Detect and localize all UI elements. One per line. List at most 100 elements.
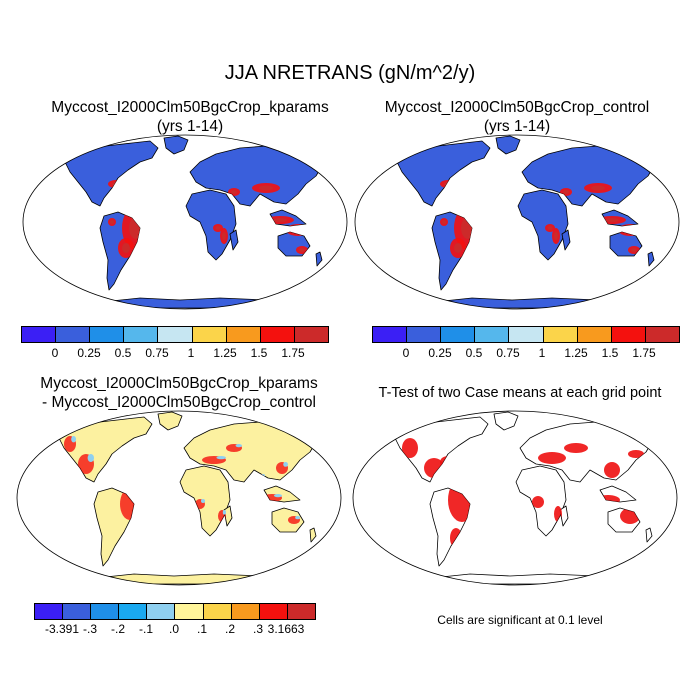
value-patch-core <box>554 232 558 240</box>
panel-title-kparams: Myccost_I2000Clm50BgcCrop_kparams (yrs 1… <box>25 98 355 136</box>
colorbar-tick-label: 1.75 <box>281 346 305 360</box>
colorbar-swatch <box>192 327 227 342</box>
map-control <box>354 134 680 310</box>
value-patch-core <box>215 226 221 230</box>
colorbar-swatch <box>287 604 315 619</box>
globe-outline <box>352 410 678 586</box>
value-patch <box>628 450 644 458</box>
colorbar-swatch <box>147 604 176 619</box>
value-patch-negative <box>274 494 282 498</box>
panel-title-control: Myccost_I2000Clm50BgcCrop_control (yrs 1… <box>352 98 682 136</box>
value-patch-core <box>259 185 273 191</box>
value-patch-core <box>110 220 114 224</box>
continent <box>645 527 653 543</box>
colorbar-swatch <box>56 327 91 342</box>
colorbar-tick-label: 1.25 <box>564 346 588 360</box>
continent <box>559 505 569 527</box>
colorbar-tick-label: .2 <box>224 622 236 636</box>
colorbar-swatch <box>35 604 64 619</box>
value-patch <box>538 452 566 464</box>
value-patch-core <box>605 218 619 222</box>
colorbar-tick-label: .3 <box>252 622 264 636</box>
colorbar-swatch <box>611 327 646 342</box>
colorbar-swatch <box>407 327 442 342</box>
colorbar-abs-left <box>21 326 329 343</box>
value-patch <box>604 462 620 478</box>
colorbar-swatch <box>294 327 328 342</box>
colorbar-tick-label: 0 <box>51 346 59 360</box>
colorbar-swatch <box>259 604 288 619</box>
continent <box>395 140 491 207</box>
colorbar-swatch <box>124 327 159 342</box>
globe-outline <box>22 134 348 310</box>
colorbar-tick-label: -.1 <box>138 622 154 636</box>
value-patch-negative <box>216 456 226 460</box>
colorbar-swatch <box>645 327 679 342</box>
panel-title-line1: Myccost_I2000Clm50BgcCrop_kparams <box>51 99 329 116</box>
colorbar-swatch <box>158 327 193 342</box>
colorbar-tick-label: 0.5 <box>465 346 483 360</box>
map-difference <box>16 410 342 586</box>
colorbar-tick-label: 0.75 <box>145 346 169 360</box>
continent <box>223 505 233 527</box>
colorbar-swatch <box>119 604 148 619</box>
value-patch-negative <box>295 516 300 520</box>
value-patch-core <box>563 190 569 194</box>
colorbar-tick-label: 0.5 <box>114 346 132 360</box>
colorbar-tick-label: 1.5 <box>601 346 619 360</box>
colorbar-tick-label: -.3 <box>82 622 98 636</box>
colorbar-swatch <box>91 604 120 619</box>
colorbar-tick-label: .1 <box>196 622 208 636</box>
colorbar-swatch <box>577 327 612 342</box>
colorbar-tick-label: 0.25 <box>77 346 101 360</box>
colorbar-swatch <box>373 327 408 342</box>
continent <box>521 145 655 207</box>
colorbar-tick-label: 1.25 <box>213 346 237 360</box>
panel-title-line1: Myccost_I2000Clm50BgcCrop_kparams <box>40 375 318 392</box>
value-patch-negative <box>87 454 95 462</box>
panel-title-line2: - Myccost_I2000Clm50BgcCrop_control <box>42 394 316 411</box>
figure-title: JJA NRETRANS (gN/m^2/y) <box>224 62 476 84</box>
map-ttest <box>352 410 678 586</box>
colorbar-swatch <box>543 327 578 342</box>
continent <box>393 416 489 483</box>
value-patch-core <box>222 232 226 240</box>
colorbar-tick-label: 1.5 <box>250 346 268 360</box>
value-patch-core <box>299 248 305 252</box>
colorbar-swatch <box>203 604 232 619</box>
colorbar-swatch <box>260 327 295 342</box>
panel-title-line1: Myccost_I2000Clm50BgcCrop_control <box>384 99 650 116</box>
colorbar-swatch <box>63 604 92 619</box>
map-kparams <box>22 134 348 310</box>
significance-note: Cells are significant at 0.1 level <box>437 613 603 627</box>
colorbar-tick-label: .0 <box>168 622 180 636</box>
value-patch-negative <box>235 444 242 448</box>
panel-title-line1: T-Test of two Case means at each grid po… <box>378 385 662 401</box>
panel-title-line2: (yrs 1-14) <box>483 118 551 135</box>
value-patch-core <box>454 243 462 253</box>
value-patch <box>402 438 418 458</box>
continent <box>229 229 239 251</box>
colorbar-abs-right <box>372 326 680 343</box>
colorbar-swatch <box>509 327 544 342</box>
colorbar-tick-label: 1 <box>538 346 546 360</box>
value-patch-negative <box>71 436 76 443</box>
colorbar-swatch <box>231 604 260 619</box>
colorbar-diff-labels: -3.391 -.3 -.2 -.1 .0 .1 .2 .3 3.1663 <box>34 622 314 636</box>
value-patch-core <box>547 226 553 230</box>
value-patch <box>564 443 588 453</box>
colorbar-swatch <box>226 327 261 342</box>
colorbar-tick-label: 1 <box>187 346 195 360</box>
colorbar-abs-right-labels: 0 0.25 0.5 0.75 1 1.25 1.5 1.75 <box>372 346 678 360</box>
colorbar-tick-label: -3.391 <box>44 622 80 636</box>
colorbar-tick-label: 0.75 <box>496 346 520 360</box>
continent <box>63 140 159 207</box>
panel-title-difference: Myccost_I2000Clm50BgcCrop_kparams - Mycc… <box>14 374 344 412</box>
continent <box>309 527 317 543</box>
continent <box>495 135 521 155</box>
panel-title-line2: (yrs 1-14) <box>156 118 224 135</box>
colorbar-tick-label: -.2 <box>110 622 126 636</box>
colorbar-swatch <box>22 327 57 342</box>
colorbar-abs-left-labels: 0 0.25 0.5 0.75 1 1.25 1.5 1.75 <box>21 346 327 360</box>
globe-outline <box>354 134 680 310</box>
